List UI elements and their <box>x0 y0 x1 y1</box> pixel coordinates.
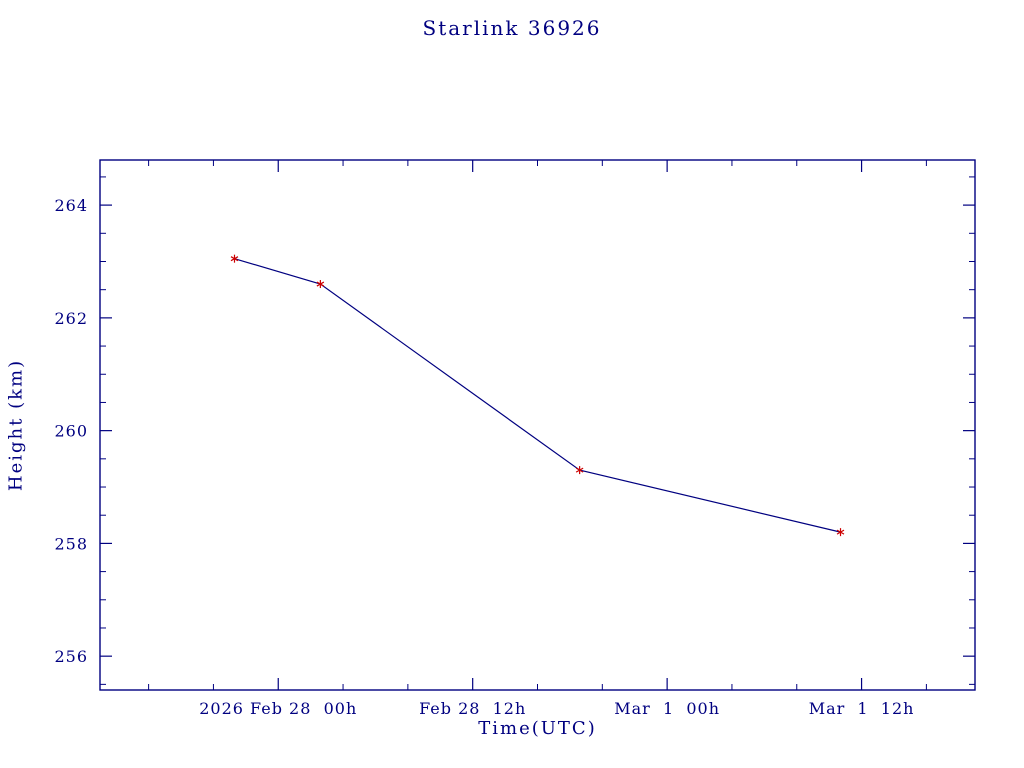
x-axis-label: Time(UTC) <box>478 718 597 739</box>
svg-text:258: 258 <box>54 534 88 553</box>
svg-text:Feb 28 12h: Feb 28 12h <box>419 699 526 718</box>
svg-text:262: 262 <box>54 309 88 328</box>
svg-text:2026 Feb 28 00h: 2026 Feb 28 00h <box>199 699 357 718</box>
svg-text:264: 264 <box>54 196 88 215</box>
svg-text:Mar 1 12h: Mar 1 12h <box>809 699 915 718</box>
svg-text:Mar 1 00h: Mar 1 00h <box>614 699 720 718</box>
svg-text:260: 260 <box>54 422 88 441</box>
chart-title: Starlink 36926 <box>422 16 602 40</box>
svg-text:256: 256 <box>54 647 88 666</box>
